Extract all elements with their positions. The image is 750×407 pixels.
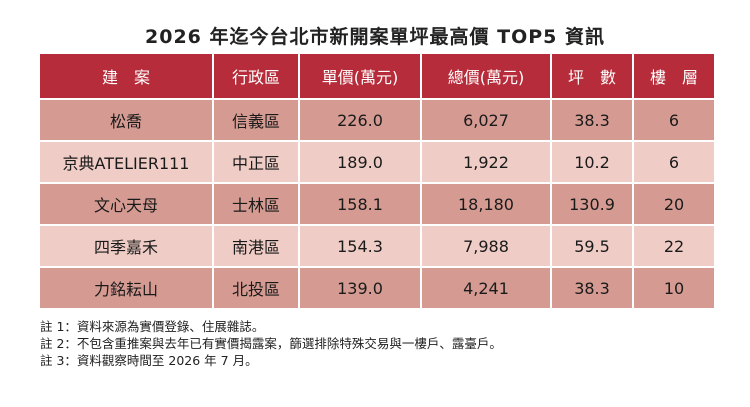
cell-floor: 20 bbox=[632, 182, 716, 226]
cell-area: 10.2 bbox=[550, 140, 634, 184]
cell-total-price: 18,180 bbox=[420, 182, 552, 226]
cell-district: 北投區 bbox=[212, 266, 300, 310]
cell-district: 中正區 bbox=[212, 140, 300, 184]
cell-project: 松喬 bbox=[38, 98, 214, 142]
cell-unit-price: 139.0 bbox=[298, 266, 422, 310]
cell-area: 38.3 bbox=[550, 98, 634, 142]
table-row: 京典ATELIER111 中正區 189.0 1,922 10.2 6 bbox=[38, 140, 716, 184]
cell-area: 38.3 bbox=[550, 266, 634, 310]
footnote-3: 註 3：資料觀察時間至 2026 年 7 月。 bbox=[40, 353, 258, 368]
cell-district: 信義區 bbox=[212, 98, 300, 142]
cell-project: 力銘耘山 bbox=[38, 266, 214, 310]
cell-project: 京典ATELIER111 bbox=[38, 140, 214, 184]
table-row: 松喬 信義區 226.0 6,027 38.3 6 bbox=[38, 98, 716, 142]
cell-total-price: 4,241 bbox=[420, 266, 552, 310]
cell-total-price: 1,922 bbox=[420, 140, 552, 184]
cell-total-price: 7,988 bbox=[420, 224, 552, 268]
cell-unit-price: 158.1 bbox=[298, 182, 422, 226]
cell-district: 士林區 bbox=[212, 182, 300, 226]
top5-price-table: 建 案 行政區 單價(萬元) 總價(萬元) 坪 數 樓 層 松喬 信義區 226… bbox=[38, 52, 716, 310]
cell-unit-price: 154.3 bbox=[298, 224, 422, 268]
table-header-row: 建 案 行政區 單價(萬元) 總價(萬元) 坪 數 樓 層 bbox=[38, 52, 716, 100]
header-total-price: 總價(萬元) bbox=[420, 52, 552, 100]
cell-floor: 6 bbox=[632, 140, 716, 184]
cell-unit-price: 189.0 bbox=[298, 140, 422, 184]
footnotes: 註 1：資料來源為實價登錄、住展雜誌。 註 2：不包含重推案與去年已有實價揭露案… bbox=[40, 318, 502, 369]
table-row: 四季嘉禾 南港區 154.3 7,988 59.5 22 bbox=[38, 224, 716, 268]
table-title: 2026 年迄今台北市新開案單坪最高價 TOP5 資訊 bbox=[145, 26, 605, 48]
header-district: 行政區 bbox=[212, 52, 300, 100]
header-project: 建 案 bbox=[38, 52, 214, 100]
footnote-2: 註 2：不包含重推案與去年已有實價揭露案，篩選排除特殊交易與一樓戶、露臺戶。 bbox=[40, 336, 502, 351]
header-unit-price: 單價(萬元) bbox=[298, 52, 422, 100]
header-floor: 樓 層 bbox=[632, 52, 716, 100]
cell-floor: 10 bbox=[632, 266, 716, 310]
cell-total-price: 6,027 bbox=[420, 98, 552, 142]
cell-project: 文心天母 bbox=[38, 182, 214, 226]
header-area: 坪 數 bbox=[550, 52, 634, 100]
cell-district: 南港區 bbox=[212, 224, 300, 268]
cell-unit-price: 226.0 bbox=[298, 98, 422, 142]
table-row: 文心天母 士林區 158.1 18,180 130.9 20 bbox=[38, 182, 716, 226]
cell-floor: 22 bbox=[632, 224, 716, 268]
cell-project: 四季嘉禾 bbox=[38, 224, 214, 268]
footnote-1: 註 1：資料來源為實價登錄、住展雜誌。 bbox=[40, 319, 265, 334]
table-row: 力銘耘山 北投區 139.0 4,241 38.3 10 bbox=[38, 266, 716, 310]
cell-floor: 6 bbox=[632, 98, 716, 142]
cell-area: 130.9 bbox=[550, 182, 634, 226]
cell-area: 59.5 bbox=[550, 224, 634, 268]
